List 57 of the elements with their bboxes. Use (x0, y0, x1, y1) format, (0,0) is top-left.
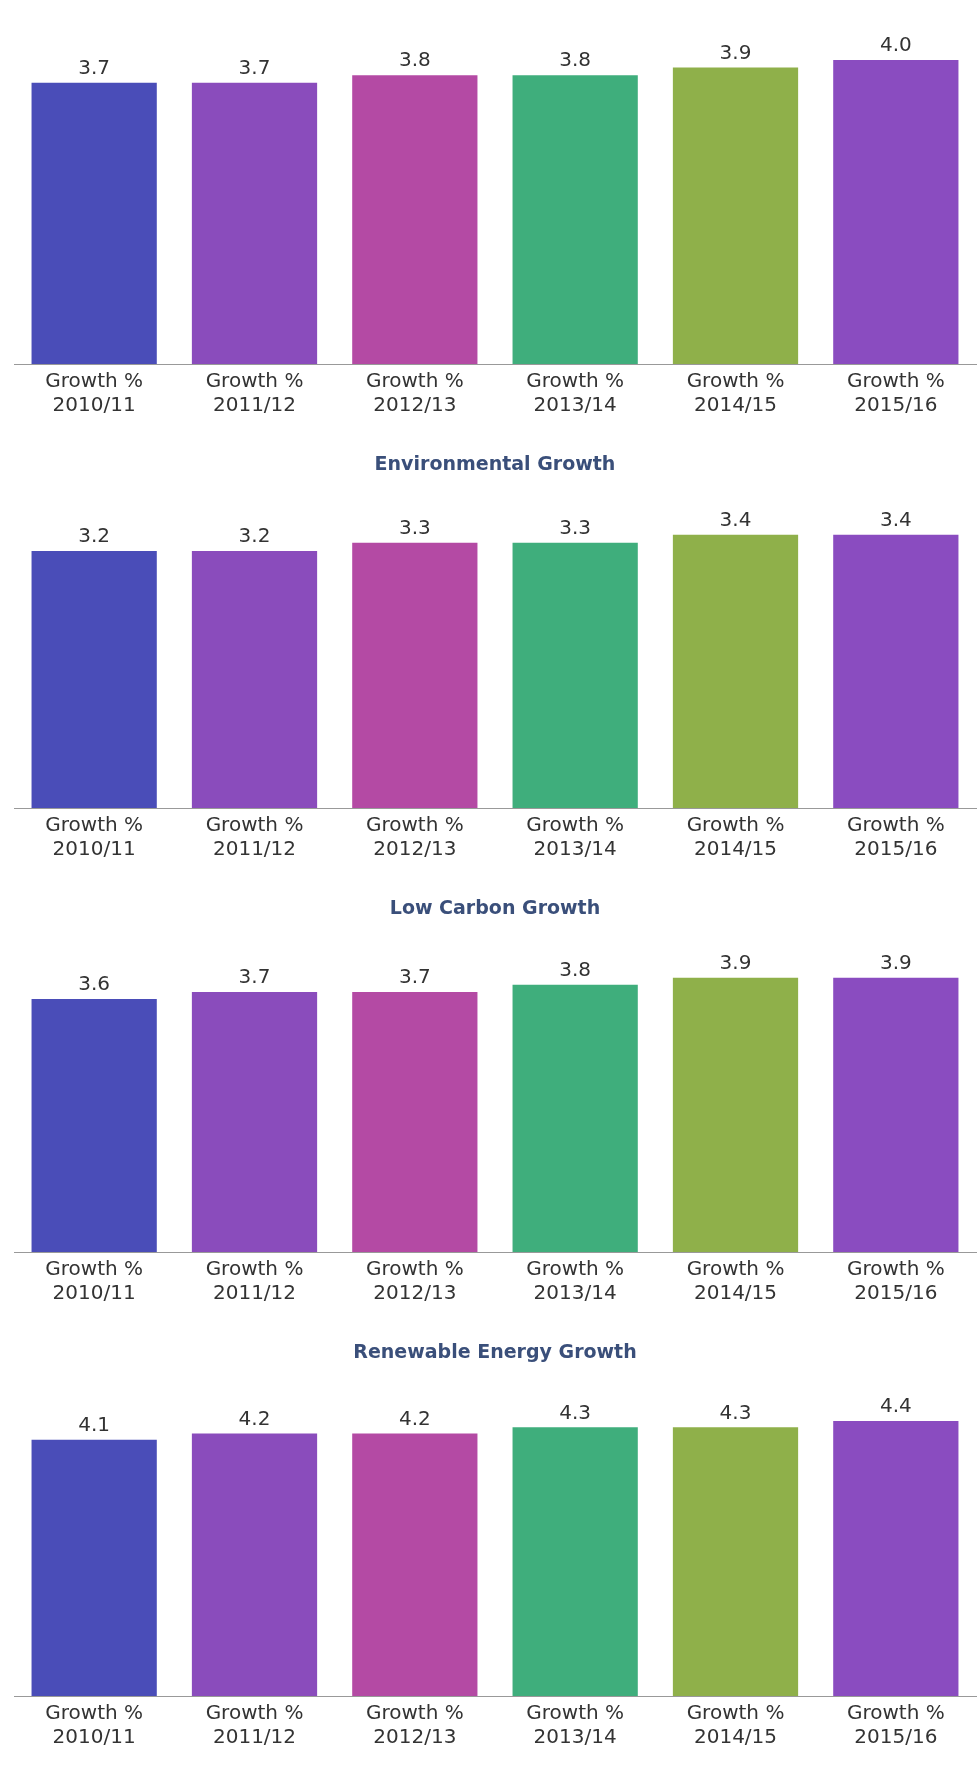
chart-title: Environmental Growth (374, 452, 616, 475)
data-label: 3.8 (559, 957, 592, 982)
data-label: 3.2 (238, 523, 271, 548)
x-tick-label: Growth % 2012/13 (365, 1256, 464, 1305)
x-tick-label: Growth % 2010/11 (45, 368, 144, 417)
data-label: 4.0 (879, 32, 912, 57)
x-tick-label: Growth % 2014/15 (686, 368, 785, 417)
x-tick-label: Growth % 2014/15 (686, 1256, 785, 1305)
data-label: 3.7 (238, 55, 271, 79)
x-tick-label: Growth % 2015/16 (846, 368, 945, 417)
x-tick-label: Growth % 2013/14 (526, 1256, 625, 1305)
data-label: 3.8 (559, 47, 592, 72)
data-label: 4.1 (78, 1412, 111, 1436)
x-tick-label: Growth % 2011/12 (205, 812, 304, 861)
bar (833, 977, 959, 1252)
x-tick-label: Growth % 2010/11 (45, 1700, 144, 1749)
bar (512, 984, 638, 1252)
data-label: 4.2 (238, 1405, 271, 1430)
data-label: 3.7 (398, 964, 431, 989)
bar (191, 991, 318, 1252)
chart-title: Low Carbon Growth (389, 896, 601, 919)
x-tick-label: Growth % 2011/12 (205, 1700, 304, 1749)
x-tick-label: Growth % 2012/13 (365, 1700, 464, 1749)
data-label: 4.3 (559, 1399, 592, 1424)
data-label: 3.6 (78, 971, 111, 996)
data-label: 3.9 (879, 950, 912, 975)
data-label: 4.3 (719, 1399, 752, 1424)
bar (672, 977, 799, 1252)
x-tick-label: Growth % 2015/16 (846, 1256, 945, 1305)
data-label: 4.4 (879, 1393, 912, 1418)
data-label: 4.2 (398, 1405, 431, 1430)
data-label: 3.7 (238, 964, 271, 989)
chart-title: Renewable Energy Growth (353, 1340, 637, 1363)
x-tick-label: Growth % 2012/13 (365, 812, 464, 861)
x-tick-label: Growth % 2013/14 (526, 812, 625, 861)
x-tick-label: Growth % 2014/15 (686, 812, 785, 861)
data-label: 3.8 (398, 47, 431, 72)
data-label: 3.9 (719, 950, 752, 975)
x-tick-label: Growth % 2012/13 (365, 368, 464, 417)
bar (31, 998, 157, 1252)
data-label: 3.7 (78, 55, 111, 79)
bar (352, 991, 478, 1252)
x-tick-label: Growth % 2011/12 (205, 1256, 304, 1305)
data-label: 3.3 (559, 515, 592, 540)
data-label: 3.2 (78, 523, 111, 548)
x-tick-label: Growth % 2015/16 (846, 812, 945, 861)
x-tick-label: Growth % 2011/12 (205, 368, 304, 417)
x-tick-label: Growth % 2013/14 (526, 1700, 625, 1749)
x-tick-label: Growth % 2014/15 (686, 1700, 785, 1749)
data-label: 3.9 (719, 39, 752, 64)
data-label: 3.4 (719, 507, 752, 532)
x-tick-label: Growth % 2013/14 (526, 368, 625, 417)
x-tick-label: Growth % 2010/11 (45, 1256, 144, 1305)
x-tick-label: Growth % 2010/11 (45, 812, 144, 861)
data-label: 3.3 (398, 515, 431, 540)
x-tick-label: Growth % 2015/16 (846, 1700, 945, 1749)
data-label: 3.4 (879, 507, 912, 532)
